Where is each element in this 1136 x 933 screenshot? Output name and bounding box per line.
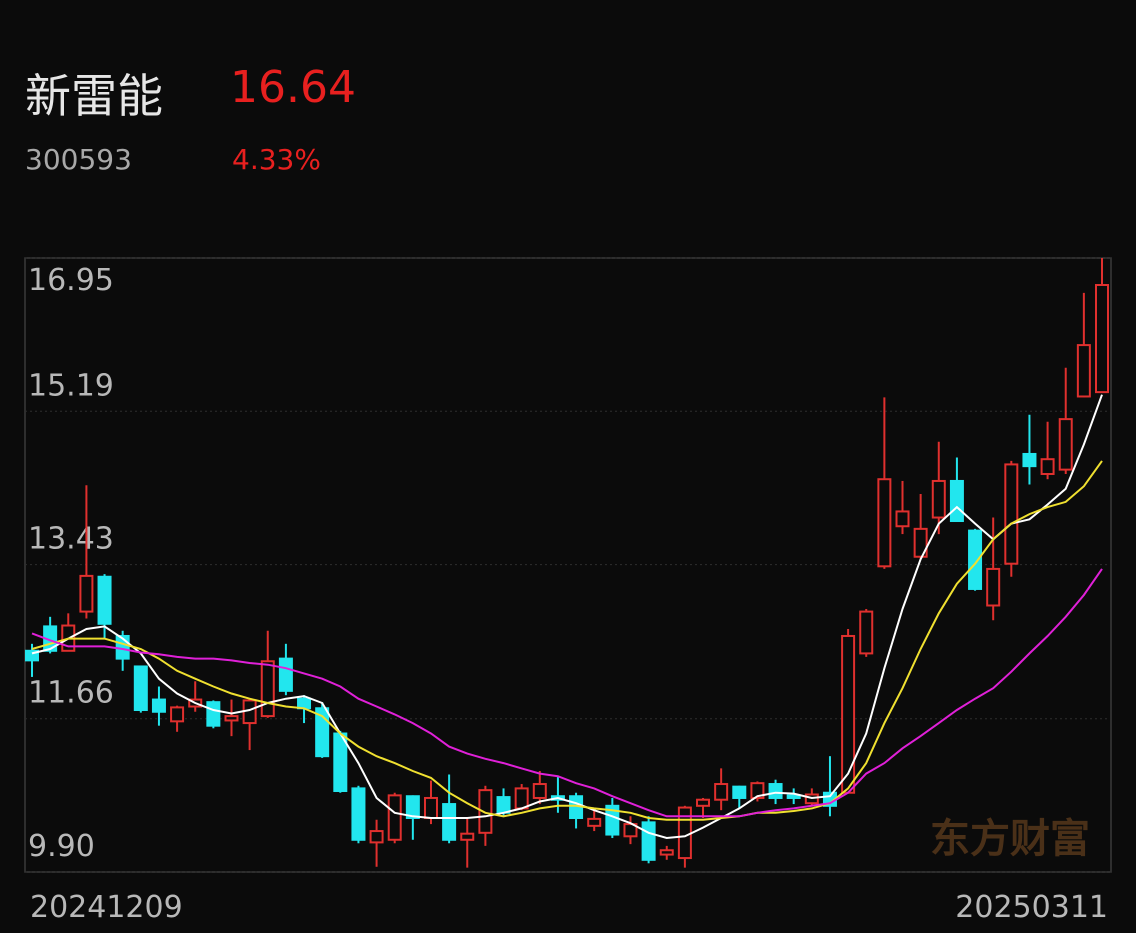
ma-line [31,394,1103,840]
stock-price: 16.64 [230,62,356,113]
candle-body [206,701,221,727]
candle-body [750,782,765,799]
ma-line [31,568,1103,818]
candle-body [79,574,94,613]
candle-body [387,794,402,841]
candle-body [732,785,747,799]
candle-body [260,660,275,718]
candle-body [895,510,910,528]
ma-line [31,460,1103,821]
candle-body [423,796,438,820]
candle-body [986,567,1001,607]
x-tick-label: 20250311 [955,890,1108,925]
candle-body [151,698,166,713]
y-tick-label: 15.19 [28,368,114,403]
candle-body [97,575,112,625]
candle-body [877,478,892,568]
candle-body [1022,452,1037,468]
candle-body [532,783,547,799]
candle-body [278,657,293,692]
candle-body [514,787,529,810]
candle-body [696,798,711,807]
candle-body [587,817,602,827]
candle-body [297,697,312,710]
candle-body [1040,458,1055,475]
candle-body [641,821,656,861]
candle-body [369,830,384,844]
y-tick-label: 13.43 [28,522,114,557]
candle-body [460,832,475,841]
candle-body [768,783,783,799]
y-tick-label: 11.66 [28,676,114,711]
candle-body [968,529,983,590]
candle-body [496,796,511,814]
candle-body [478,789,493,834]
candle-body [25,649,39,662]
y-tick-label: 9.90 [28,829,95,864]
x-tick-label: 20241209 [30,890,183,925]
candle-body [714,783,729,801]
candle-body [605,804,620,836]
candle-body [1004,463,1019,565]
candle-body [133,665,148,712]
candle-body [1058,418,1073,471]
candle-body [1095,283,1109,394]
candle-body [170,706,185,723]
candle-body [913,527,928,558]
candle-body [659,849,674,856]
candle-body [931,479,946,519]
candle-body [859,610,874,655]
candle-body [224,715,239,722]
candle-body [949,479,964,523]
candle-body [677,806,692,860]
watermark: 东方财富 [930,816,1090,862]
candle-body [1076,344,1091,398]
y-tick-label: 16.95 [28,263,114,298]
price-change: 4.33% [232,143,321,176]
candle-body [351,787,366,841]
candle-body [405,795,420,820]
candle-body [442,803,457,841]
stock-code: 300593 [25,143,132,176]
candle-body [786,794,801,799]
stock-name: 新雷能 [25,69,163,123]
candle-body [841,634,856,794]
